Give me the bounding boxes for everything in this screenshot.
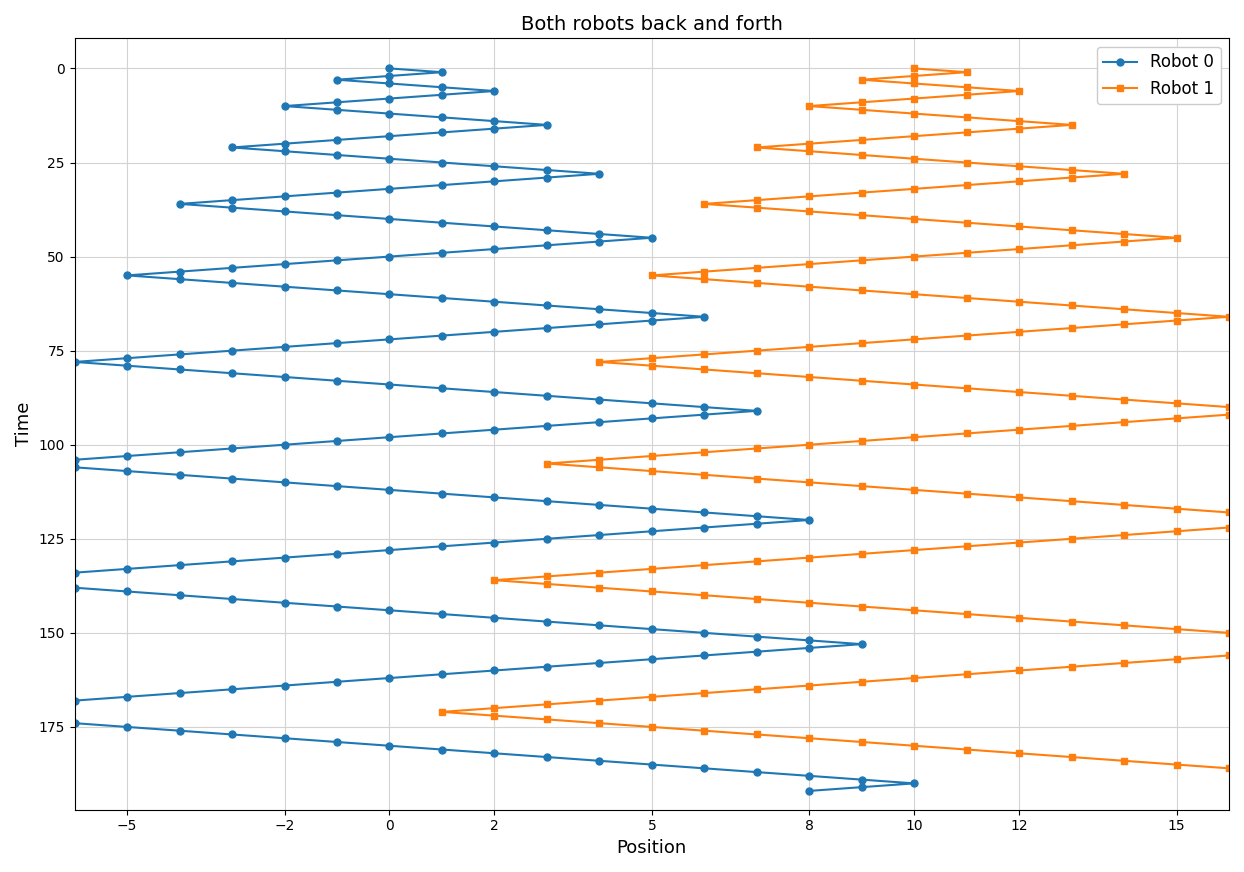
Robot 1 bbox=[1169, 233, 1184, 243]
Robot 0 bbox=[802, 786, 817, 796]
Robot 0 bbox=[486, 327, 501, 337]
Line: Robot 1: Robot 1 bbox=[438, 65, 1244, 794]
Robot 0 bbox=[382, 63, 397, 73]
Robot 1 bbox=[907, 63, 922, 73]
Robot 0 bbox=[644, 233, 659, 243]
Robot 1 bbox=[644, 353, 659, 364]
Robot 1 bbox=[907, 605, 922, 616]
Title: Both robots back and forth: Both robots back and forth bbox=[521, 15, 782, 34]
Robot 0 bbox=[382, 605, 397, 616]
Y-axis label: Time: Time bbox=[15, 402, 34, 446]
Robot 1 bbox=[855, 602, 870, 612]
Robot 0 bbox=[749, 511, 764, 521]
Robot 1 bbox=[1011, 327, 1026, 337]
Legend: Robot 0, Robot 1: Robot 0, Robot 1 bbox=[1097, 47, 1220, 105]
Robot 0 bbox=[119, 353, 134, 364]
Line: Robot 0: Robot 0 bbox=[0, 65, 918, 794]
X-axis label: Position: Position bbox=[617, 839, 687, 857]
Robot 0 bbox=[330, 602, 345, 612]
